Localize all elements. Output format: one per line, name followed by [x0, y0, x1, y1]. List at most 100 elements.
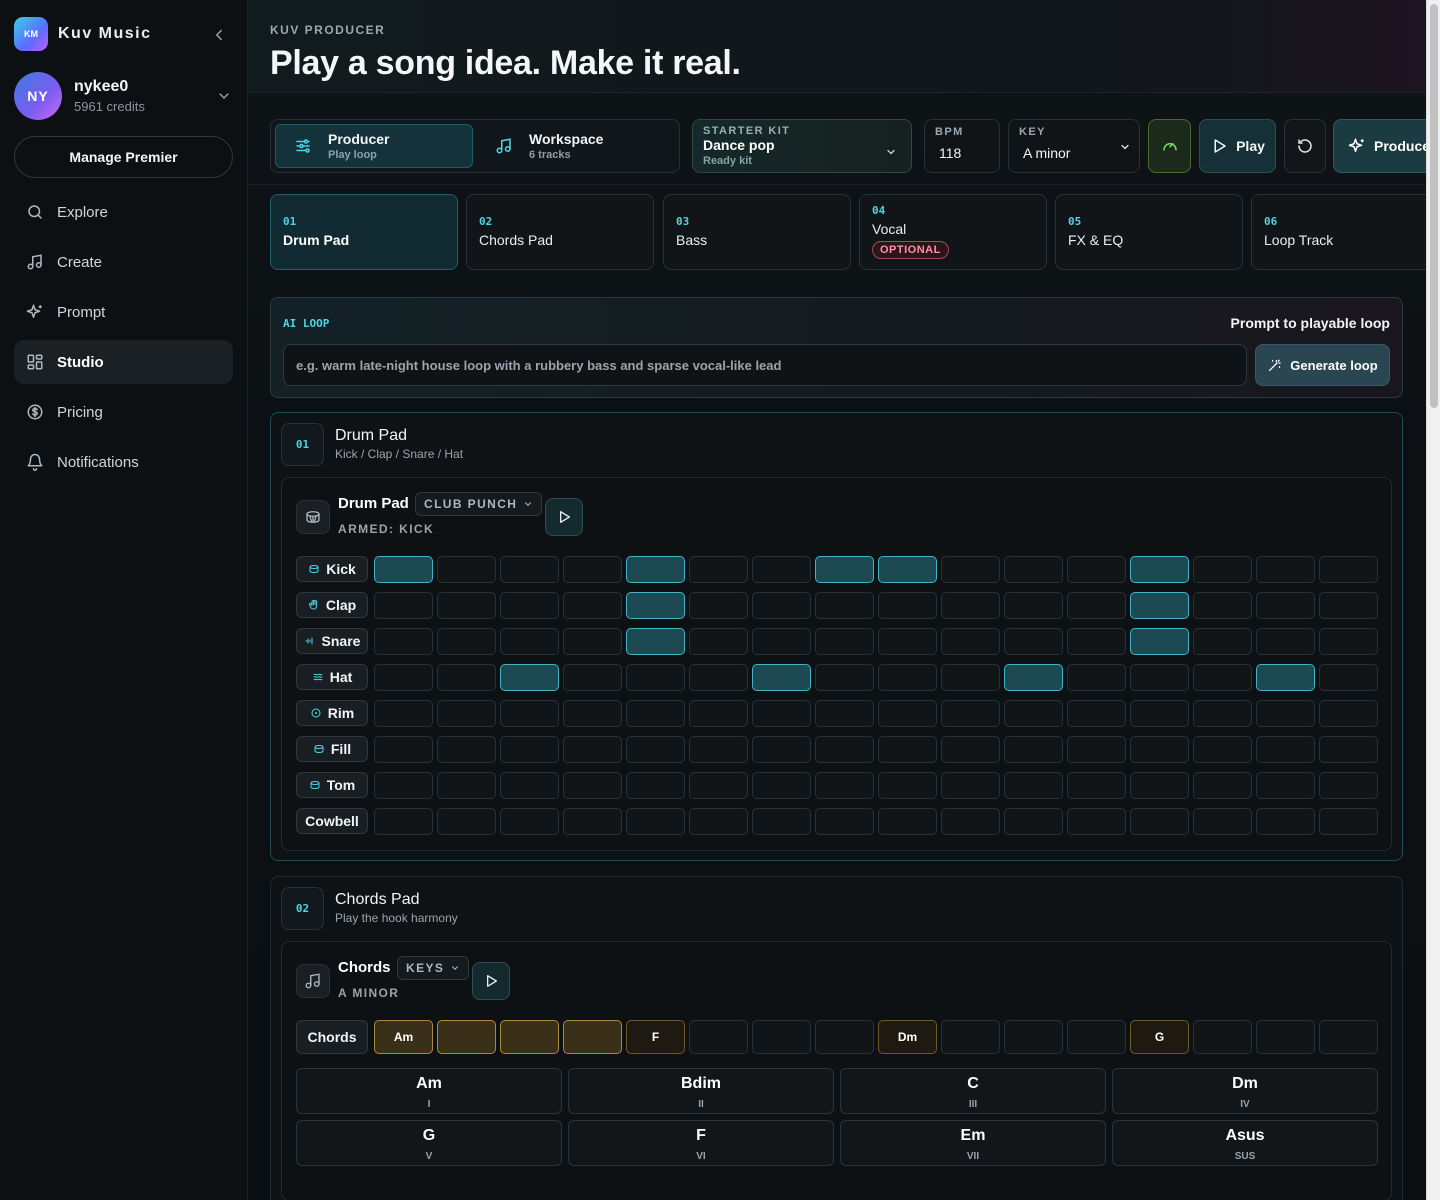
step-cell[interactable]: [1256, 772, 1315, 799]
step-cell[interactable]: [500, 772, 559, 799]
scrollbar[interactable]: [1426, 0, 1440, 1200]
step-cell[interactable]: [1193, 700, 1252, 727]
step-cell[interactable]: [626, 556, 685, 583]
chord-step-cell[interactable]: F: [626, 1020, 685, 1054]
step-cell[interactable]: [1130, 808, 1189, 835]
chord-button[interactable]: C III: [840, 1068, 1106, 1114]
step-cell[interactable]: [941, 808, 1000, 835]
collapse-sidebar-icon[interactable]: [210, 26, 228, 44]
step-cell[interactable]: [1256, 628, 1315, 655]
step-cell[interactable]: [374, 736, 433, 763]
step-cell[interactable]: [1004, 736, 1063, 763]
step-cell[interactable]: [1256, 664, 1315, 691]
step-cell[interactable]: [689, 772, 748, 799]
step-cell[interactable]: [500, 628, 559, 655]
step-cell[interactable]: [374, 628, 433, 655]
chord-step-cell[interactable]: [437, 1020, 496, 1054]
reset-button[interactable]: [1284, 119, 1326, 173]
step-cell[interactable]: [500, 664, 559, 691]
step-cell[interactable]: [1067, 664, 1126, 691]
step-cell[interactable]: [437, 556, 496, 583]
chord-step-cell[interactable]: [1004, 1020, 1063, 1054]
step-cell[interactable]: [878, 628, 937, 655]
step-cell[interactable]: [1256, 808, 1315, 835]
tab-producer[interactable]: Producer Play loop: [275, 124, 473, 168]
step-cell[interactable]: [1004, 628, 1063, 655]
step-cell[interactable]: [941, 700, 1000, 727]
step-cell[interactable]: [1067, 556, 1126, 583]
drum-row-label[interactable]: Tom: [296, 772, 368, 798]
step-bass[interactable]: 03 Bass: [663, 194, 851, 270]
step-drum-pad[interactable]: 01 Drum Pad: [270, 194, 458, 270]
step-cell[interactable]: [1193, 664, 1252, 691]
step-cell[interactable]: [878, 700, 937, 727]
step-cell[interactable]: [1004, 556, 1063, 583]
drum-row-label[interactable]: Rim: [296, 700, 368, 726]
step-cell[interactable]: [1004, 808, 1063, 835]
step-cell[interactable]: [815, 592, 874, 619]
step-cell[interactable]: [878, 664, 937, 691]
sidebar-item-studio[interactable]: Studio: [14, 340, 233, 384]
step-cell[interactable]: [1067, 700, 1126, 727]
step-cell[interactable]: [1319, 664, 1378, 691]
produce-button[interactable]: Produce: [1333, 119, 1426, 173]
step-fx-eq[interactable]: 05 FX & EQ: [1055, 194, 1243, 270]
chord-button[interactable]: F VI: [568, 1120, 834, 1166]
chord-button[interactable]: Asus SUS: [1112, 1120, 1378, 1166]
step-cell[interactable]: [1130, 736, 1189, 763]
chord-button[interactable]: Am I: [296, 1068, 562, 1114]
manage-premier-button[interactable]: Manage Premier: [14, 136, 233, 178]
brand[interactable]: KM Kuv Music: [14, 17, 152, 51]
step-loop-track[interactable]: 06 Loop Track: [1251, 194, 1426, 270]
step-cell[interactable]: [941, 664, 1000, 691]
step-cell[interactable]: [1067, 808, 1126, 835]
step-cell[interactable]: [1319, 772, 1378, 799]
tab-workspace[interactable]: Workspace 6 tracks: [477, 124, 675, 168]
user-menu[interactable]: NY nykee0 5961 credits: [14, 71, 234, 121]
step-cell[interactable]: [815, 772, 874, 799]
step-cell[interactable]: [1004, 772, 1063, 799]
step-cell[interactable]: [563, 628, 622, 655]
step-cell[interactable]: [1319, 808, 1378, 835]
step-cell[interactable]: [1256, 592, 1315, 619]
step-cell[interactable]: [752, 592, 811, 619]
step-cell[interactable]: [626, 700, 685, 727]
step-cell[interactable]: [752, 736, 811, 763]
step-cell[interactable]: [1319, 592, 1378, 619]
chords-play-button[interactable]: [472, 962, 510, 1000]
step-cell[interactable]: [752, 556, 811, 583]
step-cell[interactable]: [500, 700, 559, 727]
chord-step-cell[interactable]: [500, 1020, 559, 1054]
chord-button[interactable]: Dm IV: [1112, 1068, 1378, 1114]
step-cell[interactable]: [815, 628, 874, 655]
chord-step-cell[interactable]: [563, 1020, 622, 1054]
step-cell[interactable]: [374, 556, 433, 583]
step-cell[interactable]: [1193, 772, 1252, 799]
step-cell[interactable]: [878, 556, 937, 583]
drum-row-label[interactable]: Fill: [296, 736, 368, 762]
step-cell[interactable]: [689, 736, 748, 763]
step-cell[interactable]: [500, 556, 559, 583]
chords-preset-select[interactable]: KEYS: [397, 956, 470, 980]
drum-row-label[interactable]: Kick: [296, 556, 368, 582]
step-cell[interactable]: [689, 592, 748, 619]
step-cell[interactable]: [689, 556, 748, 583]
step-cell[interactable]: [689, 700, 748, 727]
drum-row-label[interactable]: Snare: [296, 628, 368, 654]
chord-step-cell[interactable]: [752, 1020, 811, 1054]
step-cell[interactable]: [878, 772, 937, 799]
step-cell[interactable]: [815, 700, 874, 727]
step-cell[interactable]: [1193, 628, 1252, 655]
drum-play-button[interactable]: [545, 498, 583, 536]
step-cell[interactable]: [752, 772, 811, 799]
step-cell[interactable]: [689, 808, 748, 835]
step-cell[interactable]: [1004, 700, 1063, 727]
sidebar-item-create[interactable]: Create: [14, 240, 233, 284]
step-cell[interactable]: [626, 808, 685, 835]
bpm-field[interactable]: BPM 118: [924, 119, 1000, 173]
step-cell[interactable]: [815, 664, 874, 691]
step-cell[interactable]: [1130, 772, 1189, 799]
step-cell[interactable]: [878, 592, 937, 619]
step-cell[interactable]: [1256, 556, 1315, 583]
step-cell[interactable]: [1067, 628, 1126, 655]
